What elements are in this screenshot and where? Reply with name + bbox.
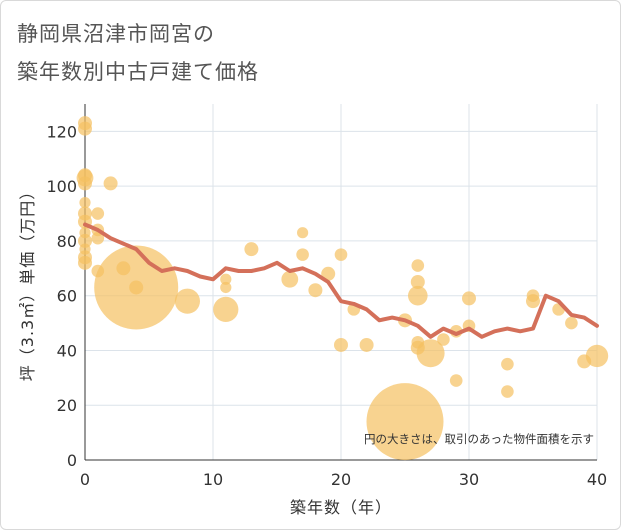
bubble-point	[585, 344, 609, 368]
x-tick-label: 0	[80, 470, 90, 489]
chart-title-line1: 静岡県沼津市岡宮の	[17, 22, 215, 46]
chart-title-line2: 築年数別中古戸建て価格	[17, 60, 259, 84]
x-tick-label: 30	[459, 470, 479, 489]
x-tick-label: 10	[203, 470, 223, 489]
bubble-point	[220, 273, 232, 285]
bubble-point	[281, 270, 299, 288]
bubble-point	[220, 281, 232, 294]
bubble-point	[411, 259, 425, 272]
bubble-point	[366, 383, 444, 461]
bubble-point	[129, 280, 144, 295]
bubble-point	[334, 337, 348, 352]
y-tick-label: 120	[46, 122, 77, 141]
size-annotation: 円の大きさは、取引のあった物件面積を示す	[364, 432, 594, 446]
x-tick-label: 20	[331, 470, 351, 489]
y-tick-label: 80	[57, 232, 77, 251]
bubble-point	[78, 176, 92, 191]
bubble-point	[308, 283, 323, 298]
bubble-point	[334, 248, 348, 261]
bubble-point	[359, 337, 374, 352]
bubble-point	[462, 291, 476, 306]
bubble-point	[91, 207, 105, 220]
bubble-series	[76, 116, 609, 461]
x-tick-label: 40	[587, 470, 607, 489]
x-axis-label: 築年数（年）	[290, 498, 392, 517]
bubble-point	[321, 266, 336, 281]
grid-lines	[85, 104, 598, 460]
bubble-point	[91, 231, 105, 245]
bubble-point	[501, 357, 514, 371]
bubble-point	[501, 385, 514, 398]
bubble-point	[408, 285, 428, 306]
bubble-point	[78, 233, 92, 248]
y-tick-label: 40	[57, 341, 77, 360]
y-axis-label: 坪（3.3㎡）単価（万円）	[18, 183, 37, 381]
bubble-point	[78, 121, 92, 136]
y-tick-label: 100	[46, 177, 77, 196]
average-line-path	[83, 222, 599, 339]
bubble-point	[526, 294, 540, 309]
y-tick-label: 0	[67, 451, 77, 470]
bubble-point	[78, 255, 92, 270]
bubble-point	[79, 196, 91, 209]
bubble-point	[410, 275, 425, 289]
y-tick-label: 20	[57, 396, 77, 415]
axes	[84, 104, 597, 461]
y-tick-label: 60	[57, 287, 77, 306]
bubble-point	[103, 176, 118, 191]
bubble-point	[297, 227, 309, 239]
bubble-point	[213, 296, 239, 322]
bubble-point	[565, 316, 578, 330]
bubble-point	[437, 333, 450, 346]
bubble-point	[296, 248, 309, 261]
bubble-point	[449, 374, 463, 387]
tick-labels: 0 20 40 60 80 100 120 0 10 20 30 40	[46, 122, 607, 489]
bubble-point	[416, 339, 445, 368]
bubble-point	[174, 288, 200, 314]
average-line	[83, 222, 599, 339]
bubble-point	[244, 242, 259, 257]
